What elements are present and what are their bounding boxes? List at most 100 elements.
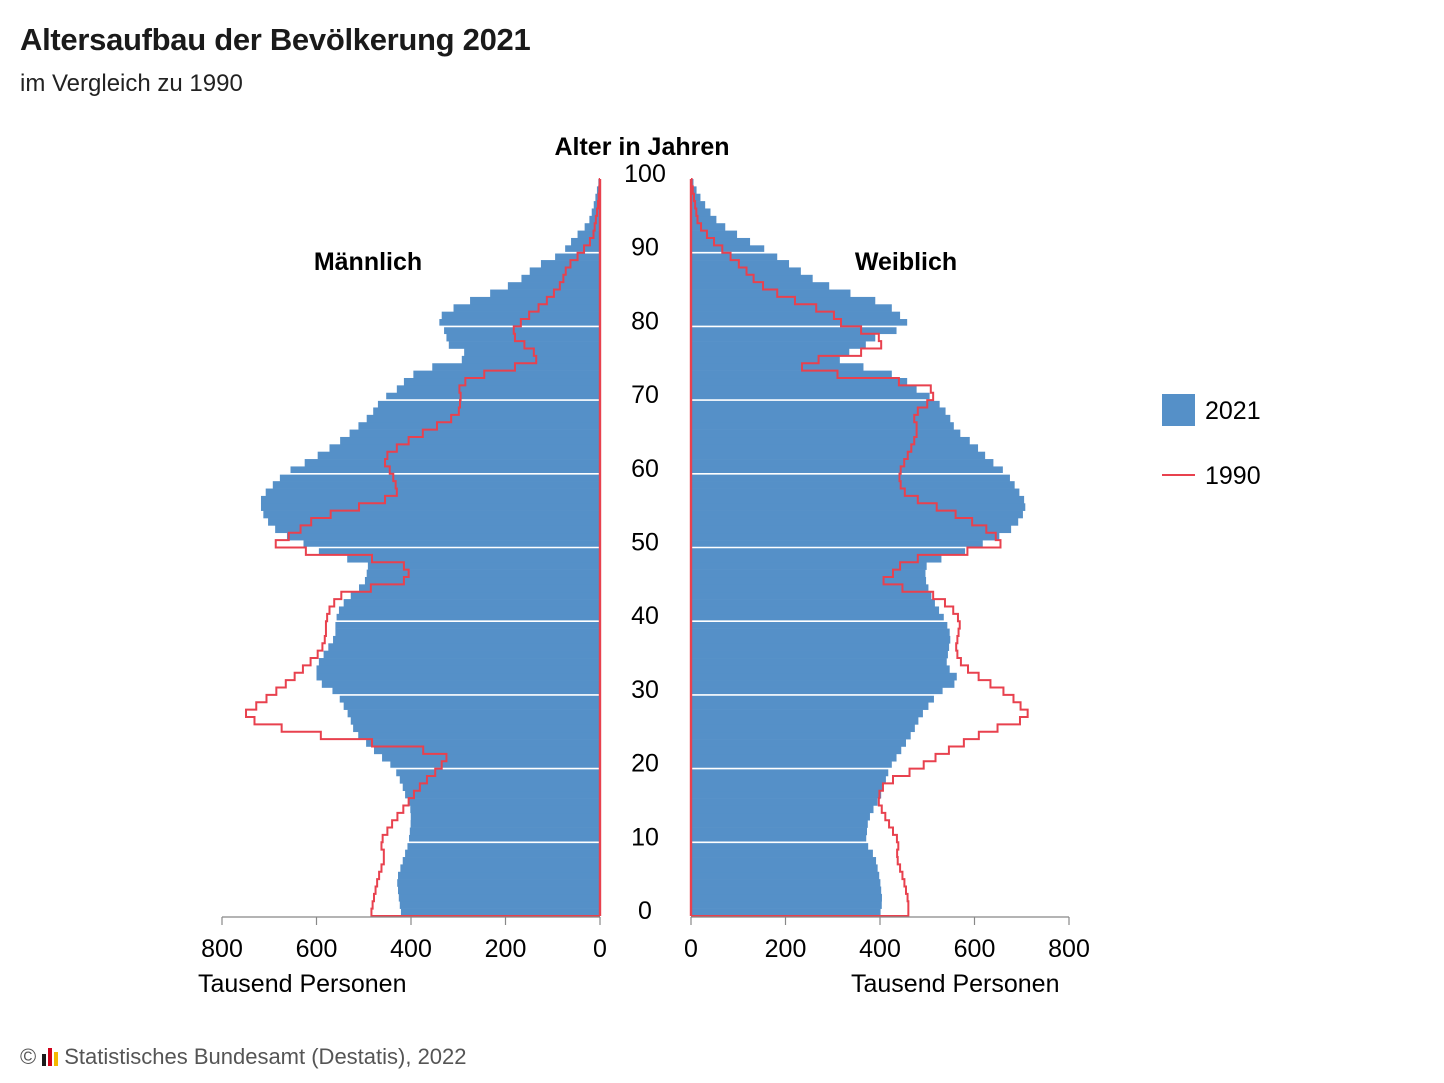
- legend-label-1990: 1990: [1205, 462, 1261, 490]
- bar-female-2021: [691, 746, 902, 755]
- bar-female-2021: [691, 857, 877, 865]
- bar-male-2021: [364, 576, 600, 585]
- chart-subtitle: im Vergleich zu 1990: [20, 70, 243, 97]
- bar-male-2021: [444, 326, 600, 335]
- bar-female-2021: [691, 606, 940, 615]
- bar-female-2021: [691, 237, 751, 246]
- age-tick-label: 30: [631, 676, 659, 704]
- bar-female-2021: [691, 576, 927, 585]
- x-tick-label-left: 600: [296, 935, 338, 963]
- bar-male-2021: [584, 223, 600, 231]
- bar-female-2021: [691, 326, 897, 335]
- bar-female-2021: [691, 901, 882, 909]
- bar-female-2021: [691, 223, 726, 231]
- bar-female-2021: [691, 908, 881, 917]
- bar-male-2021: [316, 672, 600, 681]
- bar-male-2021: [521, 274, 600, 283]
- age-tick-label: 70: [631, 381, 659, 409]
- bar-female-2021: [691, 893, 882, 902]
- bar-female-2021: [691, 473, 1010, 482]
- bar-female-2021: [691, 790, 882, 799]
- bar-male-2021: [366, 569, 600, 578]
- bar-male-2021: [265, 488, 600, 497]
- bar-female-2021: [691, 245, 765, 253]
- bar-female-2021: [691, 665, 950, 674]
- bar-male-2021: [432, 363, 600, 371]
- bar-female-2021: [691, 503, 1026, 511]
- bar-male-2021: [397, 879, 600, 887]
- bar-male-2021: [446, 333, 600, 342]
- bar-female-2021: [691, 252, 778, 261]
- bar-male-2021: [328, 643, 600, 651]
- bar-female-2021: [691, 709, 923, 718]
- bar-male-2021: [453, 304, 600, 312]
- bar-female-2021: [691, 208, 711, 217]
- bar-female-2021: [691, 400, 940, 408]
- bar-male-2021: [343, 599, 600, 607]
- bar-female-2021: [691, 436, 970, 445]
- bar-female-2021: [691, 687, 943, 696]
- age-tick-label: 0: [638, 897, 652, 925]
- source-footer: © Statistisches Bundesamt (Destatis), 20…: [20, 1044, 467, 1070]
- bar-female-2021: [691, 429, 961, 438]
- bar-female-2021: [691, 702, 929, 710]
- bar-male-2021: [461, 355, 600, 364]
- bar-male-2021: [373, 746, 600, 755]
- bar-female-2021: [691, 680, 955, 688]
- bar-female-2021: [691, 724, 915, 733]
- age-tick-label: 100: [624, 160, 666, 188]
- bar-male-2021: [591, 208, 600, 217]
- bar-female-2021: [691, 613, 944, 622]
- bar-male-2021: [402, 783, 600, 792]
- bar-female-2021: [691, 717, 919, 725]
- bar-male-2021: [316, 665, 600, 674]
- bar-female-2021: [691, 385, 917, 394]
- bar-male-2021: [577, 230, 600, 239]
- bar-female-2021: [691, 510, 1023, 519]
- bar-female-2021: [691, 834, 867, 843]
- bar-female-2021: [691, 377, 908, 386]
- bar-male-2021: [335, 628, 600, 637]
- bar-male-2021: [398, 871, 600, 880]
- bar-female-2021: [691, 304, 892, 312]
- x-tick-label-right: 600: [954, 935, 996, 963]
- bar-male-2021: [290, 466, 600, 475]
- line-female-1990: [690, 178, 1029, 917]
- bar-male-2021: [398, 893, 600, 902]
- bar-female-2021: [691, 392, 930, 401]
- bar-female-2021: [691, 289, 851, 298]
- bar-female-2021: [691, 783, 884, 792]
- x-tick-label-left: 200: [485, 935, 527, 963]
- bar-male-2021: [353, 724, 600, 733]
- bar-female-2021: [691, 886, 882, 895]
- bar-female-2021: [691, 753, 897, 762]
- bar-female-2021: [691, 451, 986, 460]
- bar-male-2021: [275, 525, 600, 534]
- bar-male-2021: [373, 407, 600, 416]
- bar-female-2021: [691, 812, 870, 821]
- bar-male-2021: [382, 753, 600, 762]
- bar-male-2021: [333, 635, 600, 644]
- bar-female-2021: [691, 650, 948, 659]
- bar-female-2021: [691, 466, 1003, 475]
- age-tick-label: 40: [631, 602, 659, 630]
- bar-female-2021: [691, 341, 866, 349]
- bar-male-2021: [396, 385, 600, 394]
- x-tick-label-left: 0: [593, 935, 607, 963]
- age-tick-label: 20: [631, 750, 659, 778]
- bar-female-2021: [691, 186, 697, 195]
- bar-male-2021: [318, 547, 600, 556]
- bar-male-2021: [470, 296, 600, 305]
- bar-male-2021: [405, 790, 600, 799]
- bar-male-2021: [339, 694, 600, 703]
- male-2021-bars: [260, 179, 600, 917]
- bar-male-2021: [595, 193, 600, 202]
- bar-male-2021: [318, 658, 600, 666]
- bar-male-2021: [464, 348, 600, 357]
- bar-female-2021: [691, 201, 706, 209]
- age-tick-labels: 0 10 20 30 40 50 60 70 80 90 100: [624, 160, 666, 925]
- x-tick-label-right: 400: [859, 935, 901, 963]
- bar-female-2021: [691, 879, 881, 887]
- bar-female-2021: [691, 694, 934, 703]
- bar-female-2021: [691, 672, 957, 681]
